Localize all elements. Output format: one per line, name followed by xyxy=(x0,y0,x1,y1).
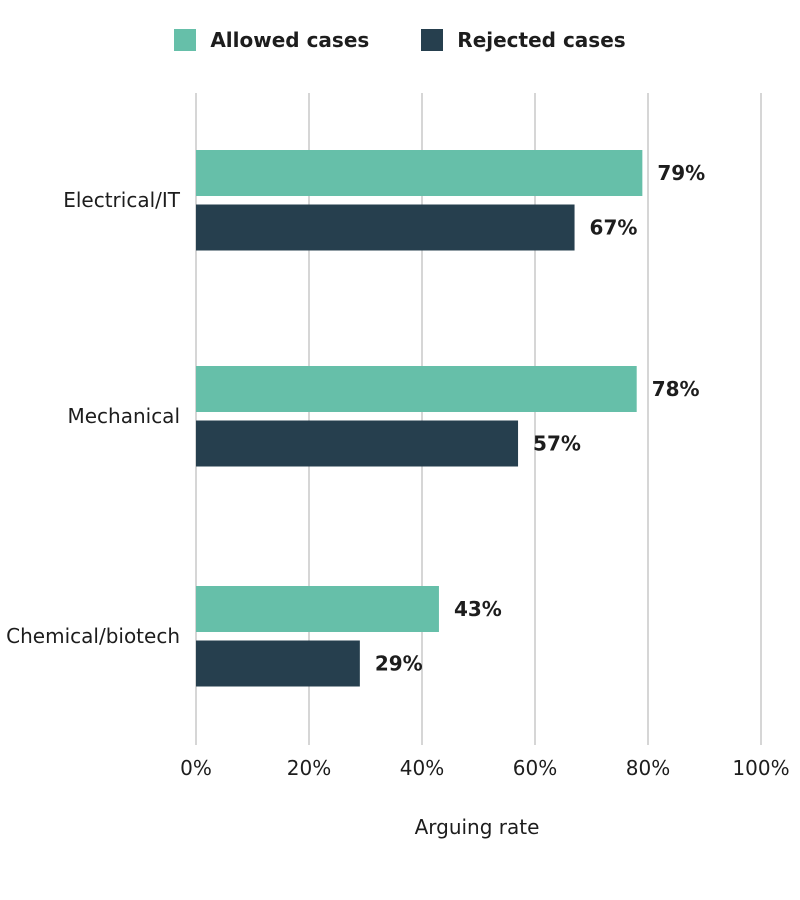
bar-allowed xyxy=(196,150,643,196)
legend-swatch-rejected xyxy=(421,29,444,51)
x-tick-label: 20% xyxy=(287,756,331,780)
legend-swatch-allowed xyxy=(174,29,197,51)
bar-rejected xyxy=(196,420,519,467)
legend-item-allowed: Allowed cases xyxy=(174,28,369,52)
bars xyxy=(196,150,643,687)
legend: Allowed cases Rejected cases xyxy=(0,28,800,52)
data-label: 57% xyxy=(533,432,581,456)
data-label: 78% xyxy=(652,377,700,401)
labels: Electrical/IT 79% 67% Mechanical 78% 57% Chemi… xyxy=(6,161,705,676)
legend-label-rejected: Rejected cases xyxy=(457,28,626,52)
x-tick-label: 80% xyxy=(626,756,670,780)
legend-label-allowed: Allowed cases xyxy=(210,28,370,52)
data-label: 29% xyxy=(375,652,423,676)
x-tick-label: 100% xyxy=(732,756,789,780)
x-tick-label: 40% xyxy=(400,756,444,780)
data-label: 43% xyxy=(454,597,502,621)
bar-allowed xyxy=(196,366,637,412)
data-label: 79% xyxy=(657,161,705,185)
category-label: Electrical/IT xyxy=(63,188,181,212)
x-tick-label: 60% xyxy=(513,756,557,780)
category-label: Mechanical xyxy=(67,404,180,428)
legend-item-rejected: Rejected cases xyxy=(421,28,626,52)
category-label: Chemical/biotech xyxy=(6,624,180,648)
bar-allowed xyxy=(196,586,439,632)
bar-rejected xyxy=(196,640,360,687)
gridlines: 0% 20% 40% 60% 80% 100% xyxy=(180,93,790,780)
data-label: 67% xyxy=(590,216,638,240)
bar-rejected xyxy=(196,204,575,251)
x-axis-label: Arguing rate xyxy=(415,815,540,839)
x-tick-label: 0% xyxy=(180,756,212,780)
